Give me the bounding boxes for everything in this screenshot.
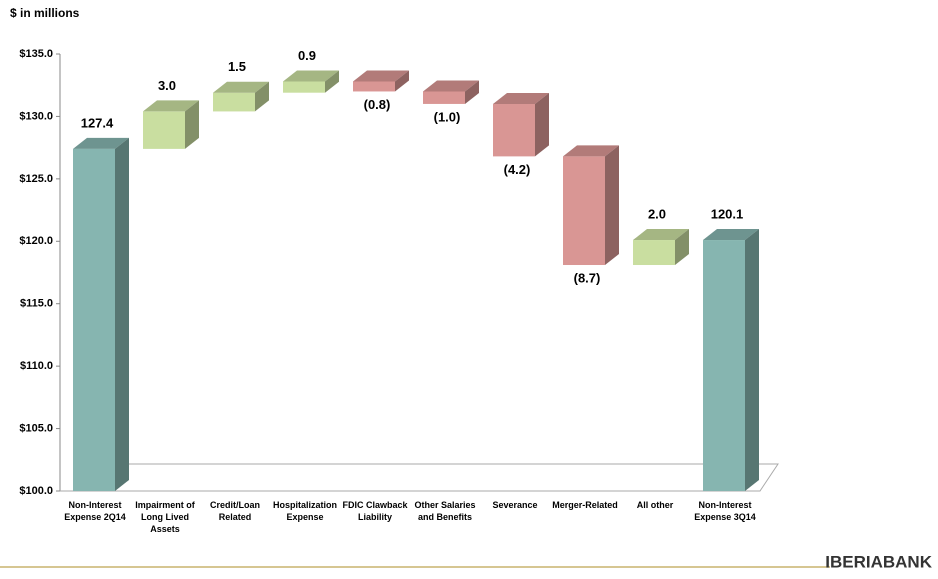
- bar-top: [283, 70, 339, 82]
- y-tick-label: $120.0: [19, 235, 53, 247]
- bar-side: [535, 92, 549, 157]
- bar-side: [465, 80, 479, 104]
- value-label: 2.0: [648, 206, 666, 221]
- y-tick-label: $105.0: [19, 422, 53, 434]
- bar-side: [255, 81, 269, 112]
- bar-top: [143, 100, 199, 112]
- value-label: (8.7): [574, 270, 601, 285]
- x-tick-label: FDIC Clawback Liability: [342, 500, 408, 522]
- bar: [423, 91, 465, 104]
- y-tick-label: $115.0: [20, 298, 53, 310]
- x-tick-label: Non-Interest Expense 2Q14: [64, 500, 126, 522]
- bar-side: [395, 70, 409, 92]
- value-label: 1.5: [228, 59, 246, 74]
- bar: [143, 111, 185, 149]
- bar-side: [605, 145, 619, 266]
- y-tick-label: $125.0: [19, 173, 53, 185]
- x-tick-label: Hospitalization Expense: [272, 500, 337, 522]
- x-tick-label: Impairment of Long Lived Assets: [135, 500, 195, 534]
- bar-side: [675, 229, 689, 266]
- x-tick-label: Credit/Loan Related: [209, 500, 260, 522]
- bar-side: [185, 100, 199, 149]
- value-label: 127.4: [81, 115, 114, 130]
- x-tick-label: Merger-Related: [552, 500, 618, 510]
- bar: [283, 81, 325, 93]
- y-tick-label: $135.0: [19, 48, 53, 60]
- y-axis-label: $ in millions: [10, 6, 80, 20]
- bar: [213, 92, 255, 112]
- x-tick-label: Non-Interest Expense 3Q14: [694, 500, 756, 522]
- value-label: (0.8): [364, 97, 391, 112]
- bar-top: [563, 145, 619, 157]
- x-tick-label: Severance: [492, 500, 538, 510]
- floor: [60, 463, 779, 492]
- y-tick-label: $100.0: [19, 485, 53, 497]
- bar: [493, 103, 535, 157]
- value-label: (1.0): [434, 109, 461, 124]
- bar-top: [423, 80, 479, 92]
- bar-top: [703, 229, 759, 241]
- bar-top: [493, 92, 549, 104]
- bar-side: [325, 70, 339, 93]
- bar: [633, 240, 675, 266]
- bar-top: [633, 229, 689, 241]
- bar: [703, 240, 745, 491]
- x-tick-label: Other Salaries and Benefits: [414, 500, 476, 522]
- x-tick-label: All other: [636, 500, 674, 510]
- y-tick-label: $110.0: [20, 360, 53, 372]
- bar-side: [745, 229, 759, 491]
- logo: IBERIABANK: [825, 552, 932, 571]
- bar: [563, 156, 605, 266]
- bar-side: [115, 137, 129, 492]
- y-tick-label: $130.0: [19, 110, 53, 122]
- value-label: 0.9: [298, 48, 316, 63]
- value-label: 3.0: [158, 78, 176, 93]
- bar-top: [73, 137, 129, 149]
- bar-top: [213, 81, 269, 93]
- value-label: 120.1: [711, 206, 744, 221]
- bar: [73, 148, 115, 492]
- bar-top: [353, 70, 409, 82]
- value-label: (4.2): [504, 162, 531, 177]
- bar: [353, 81, 395, 92]
